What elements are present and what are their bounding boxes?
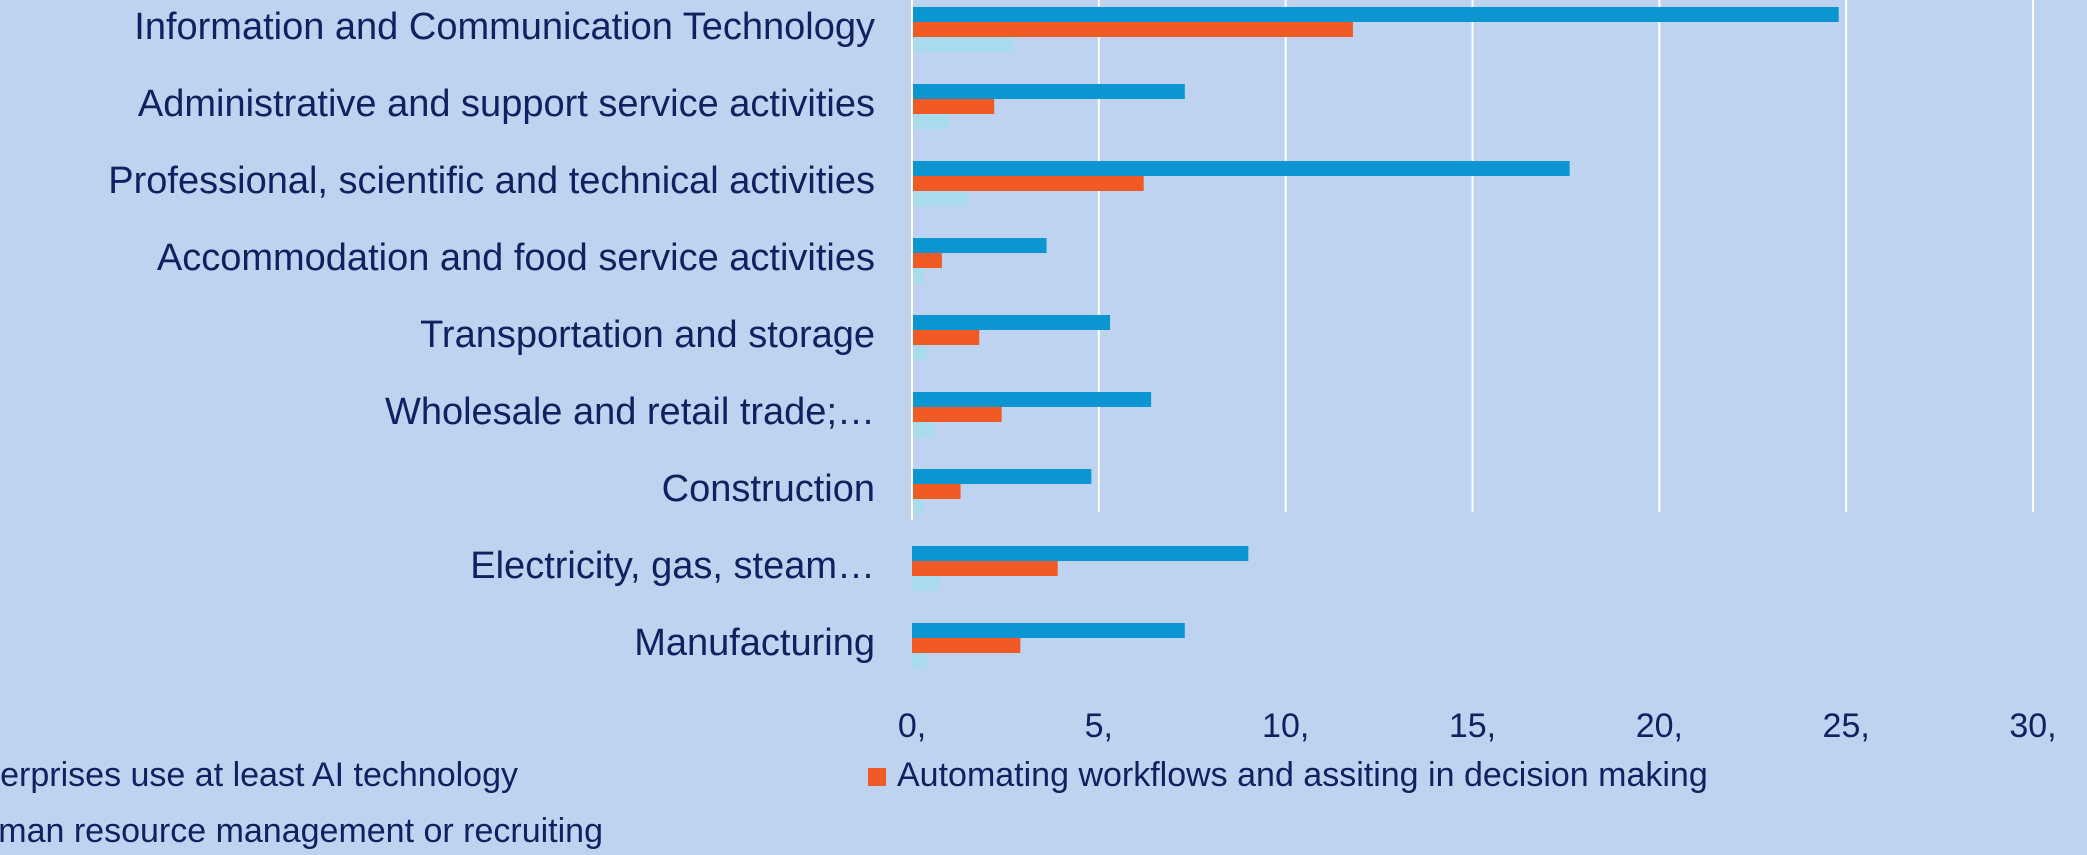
bar	[912, 253, 942, 268]
category-label: Wholesale and retail trade;…	[385, 391, 875, 433]
bar	[912, 7, 1839, 22]
bar	[912, 161, 1570, 176]
bar	[912, 499, 924, 514]
x-tick-label: 10,	[1262, 707, 1309, 745]
bar	[912, 315, 1111, 330]
x-tick-label: 0,	[898, 707, 926, 745]
legend-label: Automating workflows and assiting in dec…	[897, 756, 1708, 794]
bar	[912, 345, 927, 360]
bar	[912, 191, 969, 206]
category-label: Professional, scientific and technical a…	[108, 160, 875, 202]
bar	[912, 99, 995, 114]
category-label: Information and Communication Technology	[134, 6, 875, 48]
category-label: Transportation and storage	[420, 314, 875, 356]
category-label: Electricity, gas, steam…	[470, 545, 875, 587]
bar	[912, 330, 980, 345]
bar	[912, 407, 1002, 422]
bar	[912, 576, 939, 591]
bar	[912, 392, 1152, 407]
legend-swatch	[868, 768, 886, 786]
bar	[912, 469, 1092, 484]
bar	[912, 561, 1058, 576]
bar	[912, 114, 950, 129]
category-label: Administrative and support service activ…	[138, 83, 875, 125]
bar	[912, 37, 1013, 52]
bar	[912, 484, 961, 499]
bar	[912, 238, 1047, 253]
x-tick-label: 5,	[1085, 707, 1113, 745]
bar	[912, 638, 1021, 653]
bar	[912, 546, 1249, 561]
category-label: Manufacturing	[634, 622, 875, 664]
x-tick-label: 30,	[2009, 707, 2056, 745]
legend-label: Enterprises use at least AI technology	[0, 756, 518, 794]
category-label: Accommodation and food service activitie…	[157, 237, 875, 279]
bar	[912, 22, 1353, 37]
bar	[912, 84, 1185, 99]
bar	[912, 623, 1185, 638]
bar	[912, 422, 935, 437]
bar	[912, 653, 927, 668]
x-tick-label: 15,	[1449, 707, 1496, 745]
x-tick-label: 25,	[1823, 707, 1870, 745]
category-label: Construction	[662, 468, 875, 510]
bar	[912, 176, 1144, 191]
legend-label: Human resource management or recruiting	[0, 812, 603, 850]
bar	[912, 268, 924, 283]
x-tick-label: 20,	[1636, 707, 1683, 745]
